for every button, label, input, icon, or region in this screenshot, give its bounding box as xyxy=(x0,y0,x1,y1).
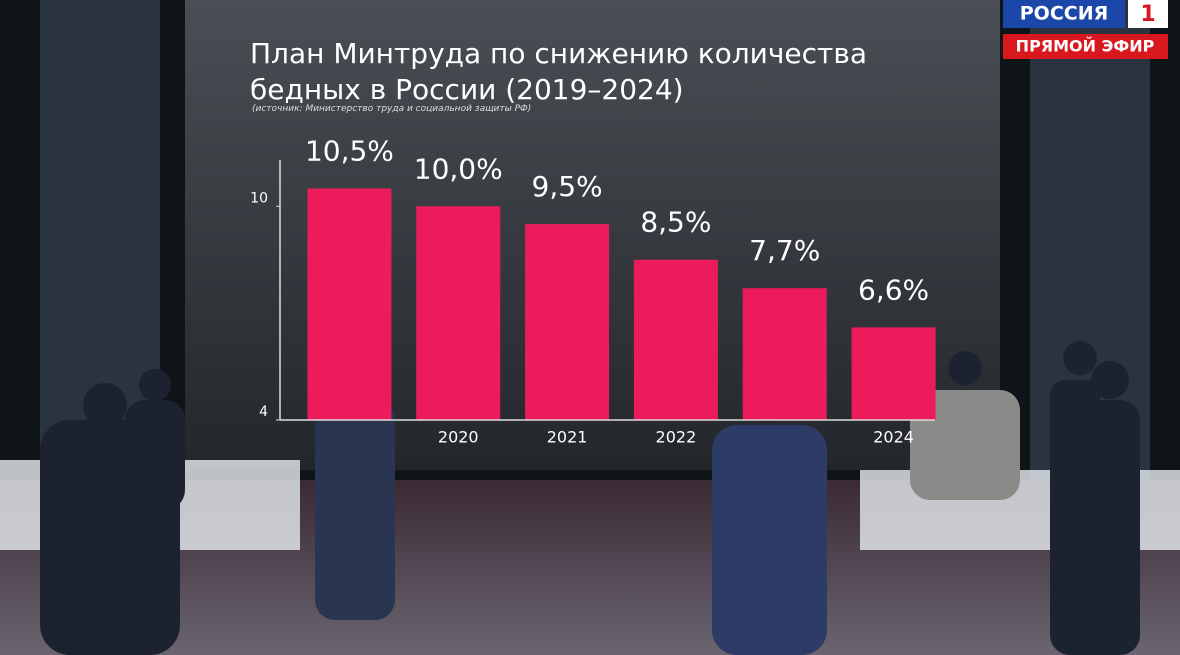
x-tick-label: 2020 xyxy=(438,428,479,447)
x-tick-label: 2022 xyxy=(656,428,697,447)
chart-title: План Минтруда по снижению количества бед… xyxy=(250,37,867,106)
value-label: 7,7% xyxy=(749,234,820,267)
bar xyxy=(633,259,718,420)
y-tick-label: 10 xyxy=(250,190,268,206)
value-label: 10,5% xyxy=(305,134,394,167)
x-tick-label: 2021 xyxy=(547,428,588,447)
x-tick-label: 2024 xyxy=(873,428,914,447)
bar xyxy=(851,327,936,420)
logo-name-box xyxy=(1003,0,1125,28)
bar xyxy=(416,206,501,420)
logo-status-box xyxy=(1003,34,1168,59)
bar xyxy=(307,188,392,420)
chart-subtitle: (источник: Министерство труда и социальн… xyxy=(252,104,532,114)
logo-number-box xyxy=(1128,0,1168,28)
value-label: 10,0% xyxy=(414,152,503,185)
bar xyxy=(525,224,610,420)
logo-name: РОССИЯ xyxy=(1020,3,1109,25)
value-label: 8,5% xyxy=(640,206,711,239)
value-label: 9,5% xyxy=(532,170,603,203)
value-label: 6,6% xyxy=(858,273,929,306)
bar xyxy=(742,288,827,420)
logo-status: ПРЯМОЙ ЭФИР xyxy=(1016,37,1155,56)
logo-number: 1 xyxy=(1140,2,1155,27)
people xyxy=(40,341,1140,655)
y-tick-label: 4 xyxy=(259,404,268,420)
